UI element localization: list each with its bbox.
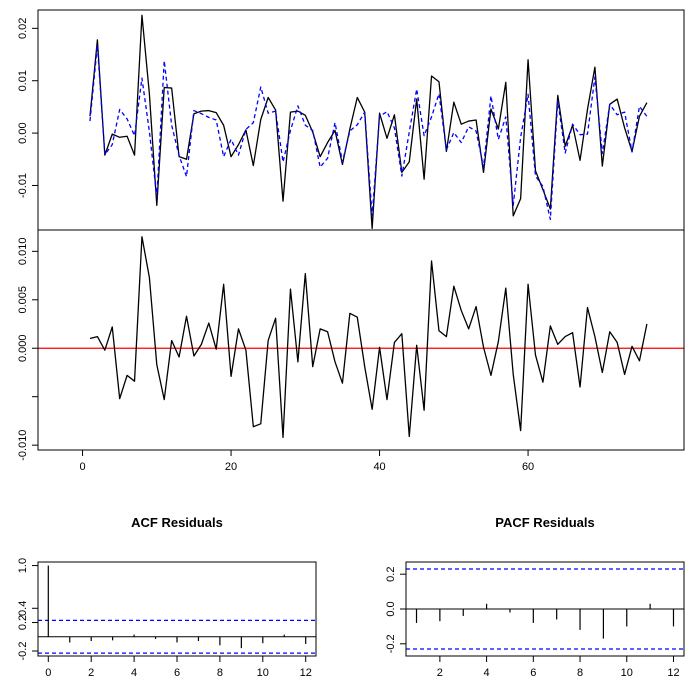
x-tick-label: 8 [217,667,223,679]
plot-frame [37,9,685,231]
y-tick-label: 0.2 [385,567,397,582]
acf-panel: ACF Residuals -0.2 0.20.4 1.0 0 2 4 6 8 10 12 [17,515,317,679]
pacf-panel: PACF Residuals -0.2 0.0 0.2 2 4 6 8 10 12 [385,515,685,679]
plot-frame [37,229,685,451]
y-tick-label: 0.02 [17,18,29,39]
y-tick-label: 0.005 [17,286,29,314]
y-tick-label: 0.2 [17,615,29,630]
y-tick-label: 0.010 [17,238,29,266]
chart-title: PACF Residuals [495,515,594,530]
x-tick-label: 4 [484,667,490,679]
x-tick-label: 8 [577,667,583,679]
y-tick-label: -0.010 [17,430,29,461]
plot-frame [37,561,317,657]
residual-series-panel: -0.010 0.000 0.005 0.010 0 20 40 60 [17,229,685,473]
y-tick-label: -0.2 [17,642,29,661]
x-tick-label: 2 [437,667,443,679]
x-tick-label: 60 [522,461,534,473]
y-tick-label: 0.00 [17,122,29,143]
x-tick-label: 10 [621,667,633,679]
x-tick-label: 40 [373,461,385,473]
x-tick-label: 12 [667,667,679,679]
y-tick-label: 1.0 [17,558,29,573]
x-tick-label: 0 [79,461,85,473]
series-line-observed [89,236,648,439]
x-tick-label: 10 [257,667,269,679]
series-line-observed [89,14,648,230]
y-tick-label: 0.0 [385,601,397,616]
x-tick-label: 12 [300,667,312,679]
x-tick-label: 6 [530,667,536,679]
fitted-series-panel: -0.01 0.00 0.01 0.02 [17,9,685,231]
y-tick-label: 0.4 [17,601,29,616]
x-tick-label: 6 [174,667,180,679]
x-tick-label: 0 [45,667,51,679]
y-tick-label: 0.01 [17,70,29,91]
series-line-fitted [89,44,648,221]
plot-frame [405,561,685,657]
x-tick-label: 2 [88,667,94,679]
y-tick-label: -0.01 [17,173,29,198]
y-tick-label: -0.2 [385,634,397,653]
x-tick-label: 20 [225,461,237,473]
y-tick-label: 0.000 [17,334,29,362]
chart-title: ACF Residuals [131,515,223,530]
x-tick-label: 4 [131,667,137,679]
